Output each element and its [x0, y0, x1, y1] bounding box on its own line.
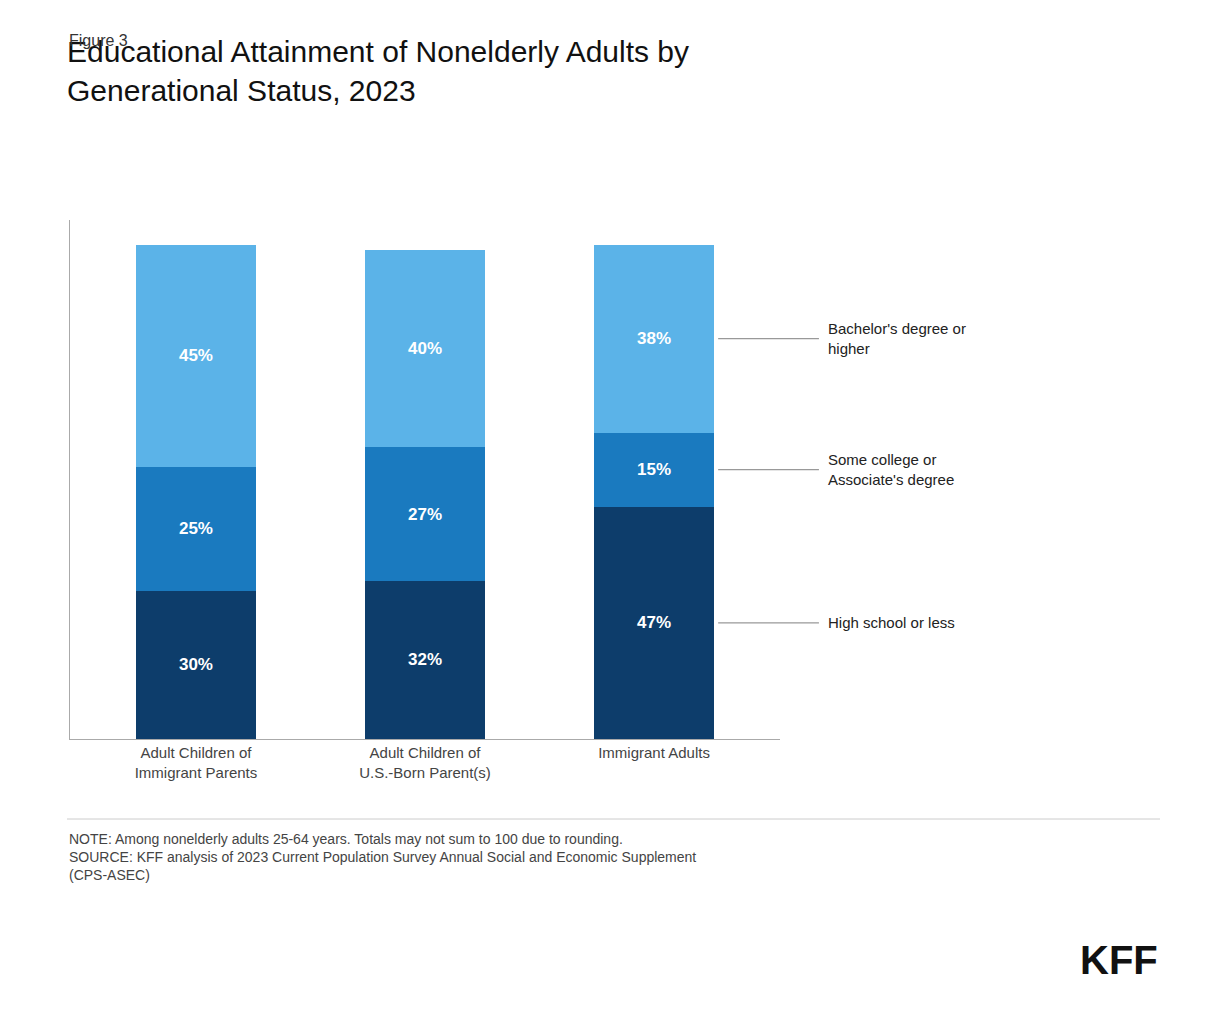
svg-text:High school or less: High school or less	[828, 614, 955, 631]
svg-text:47%: 47%	[637, 613, 671, 632]
svg-text:32%: 32%	[408, 650, 442, 669]
svg-text:Adult Children ofImmigrant Par: Adult Children ofImmigrant Parents	[135, 744, 258, 781]
svg-text:Bachelor's degree orhigher: Bachelor's degree orhigher	[828, 320, 966, 357]
svg-text:NOTE: Among nonelderly adults: NOTE: Among nonelderly adults 25-64 year…	[69, 831, 696, 883]
svg-text:Figure 3: Figure 3	[69, 32, 128, 49]
svg-text:KFF: KFF	[1080, 938, 1158, 982]
svg-text:38%: 38%	[637, 329, 671, 348]
svg-text:30%: 30%	[179, 655, 213, 674]
svg-text:Educational Attainment of None: Educational Attainment of Nonelderly Adu…	[67, 35, 689, 107]
svg-text:Immigrant Adults: Immigrant Adults	[598, 744, 710, 761]
svg-text:45%: 45%	[179, 346, 213, 365]
svg-text:Some college orAssociate's deg: Some college orAssociate's degree	[828, 451, 954, 488]
svg-text:25%: 25%	[179, 519, 213, 538]
svg-text:15%: 15%	[637, 460, 671, 479]
svg-text:Adult Children ofU.S.-Born Par: Adult Children ofU.S.-Born Parent(s)	[359, 744, 491, 781]
svg-text:40%: 40%	[408, 339, 442, 358]
svg-text:27%: 27%	[408, 505, 442, 524]
